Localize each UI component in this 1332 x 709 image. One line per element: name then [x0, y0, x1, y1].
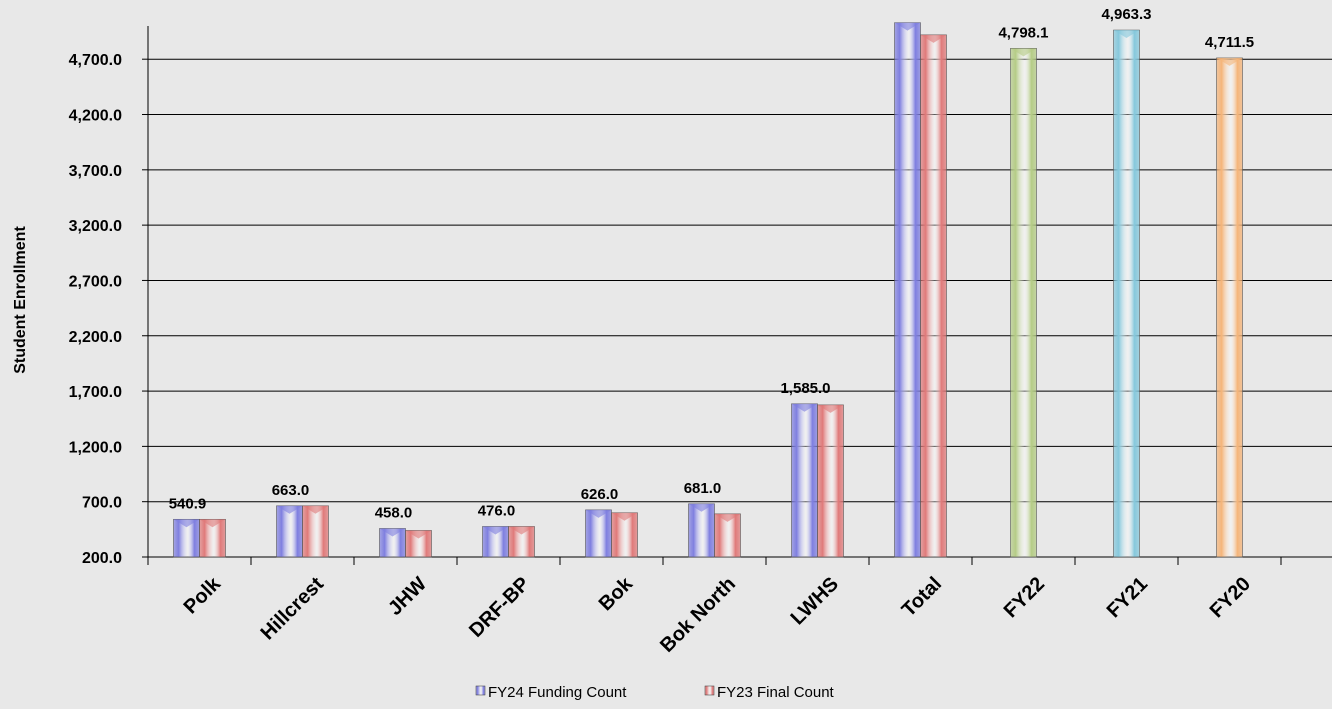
category-label: DRF-BP: [465, 573, 534, 642]
data-label: 4,798.1: [998, 24, 1048, 41]
legend-swatch: [475, 685, 486, 696]
bar-cap: [611, 512, 638, 521]
category-label: Polk: [180, 572, 226, 618]
bar: [1216, 57, 1243, 558]
bar: [791, 403, 818, 558]
bar-cap: [276, 505, 303, 514]
data-label: 663.0: [272, 482, 310, 499]
data-label: 681.0: [684, 480, 722, 497]
bar-cap: [714, 513, 741, 522]
bar-cap: [482, 526, 509, 535]
bar-cap: [791, 403, 818, 412]
y-tick-label: 3,200.0: [69, 218, 122, 235]
category-label: Total: [898, 573, 946, 621]
y-tick-label: 4,200.0: [69, 108, 122, 125]
bar-cap: [405, 530, 432, 539]
y-tick-label: 4,700.0: [69, 52, 122, 69]
legend: FY24 Funding Count FY23 Final Count: [475, 684, 835, 701]
bar-cap: [508, 526, 535, 535]
bar: [302, 505, 329, 558]
category-label: JHW: [384, 573, 431, 620]
gridlines: [148, 58, 1332, 558]
data-label: 458.0: [375, 504, 413, 521]
bars: [173, 22, 1243, 558]
bar-cap: [173, 519, 200, 528]
bar-cap: [302, 505, 329, 514]
bar: [894, 22, 921, 558]
bar: [1113, 29, 1140, 558]
bar-cap: [1010, 48, 1037, 57]
bar-cap: [199, 519, 226, 528]
bar: [920, 34, 947, 558]
bar-cap: [817, 404, 844, 413]
bar-cap: [688, 503, 715, 512]
bar: [276, 505, 303, 558]
bar-cap: [585, 509, 612, 518]
legend-label: FY24 Funding Count: [488, 684, 627, 701]
bar: [1010, 48, 1037, 558]
data-label: 4,711.5: [1205, 34, 1254, 51]
category-label: FY21: [1103, 573, 1152, 622]
y-tick-label: 1,700.0: [69, 384, 122, 401]
bar: [379, 528, 406, 558]
data-labels: 540.9 663.0 458.0 476.0 626.0 681.0 1,585.0 4,7…: [169, 6, 1254, 521]
category-label: Hillcrest: [257, 573, 329, 645]
bar-cap: [894, 22, 921, 31]
category-label: FY22: [1000, 573, 1049, 622]
category-label: Bok North: [656, 573, 740, 657]
category-label: LWHS: [787, 573, 843, 629]
data-label: 626.0: [581, 486, 619, 503]
y-tick-label: 1,200.0: [69, 439, 122, 456]
bar-cap: [1113, 30, 1140, 39]
y-tick-label: 700.0: [82, 495, 122, 512]
legend-swatch: [704, 685, 715, 696]
bar: [817, 404, 844, 558]
data-label: 4,963.3: [1101, 6, 1151, 23]
y-tick-label: 200.0: [82, 550, 122, 567]
y-tick-label: 3,700.0: [69, 163, 122, 180]
y-tick-label: 2,200.0: [69, 329, 122, 346]
data-label: 1,585.0: [780, 380, 830, 397]
y-tick-label: 2,700.0: [69, 273, 122, 290]
bar-cap: [920, 34, 947, 43]
category-label: FY20: [1206, 573, 1255, 622]
legend-label: FY23 Final Count: [717, 684, 835, 701]
data-label: 476.0: [478, 502, 516, 519]
bar-cap: [1216, 57, 1243, 66]
data-label: 540.9: [169, 495, 207, 512]
bar-cap: [379, 528, 406, 537]
y-axis-title: Student Enrollment: [12, 226, 29, 374]
category-label: Bok: [595, 572, 638, 615]
